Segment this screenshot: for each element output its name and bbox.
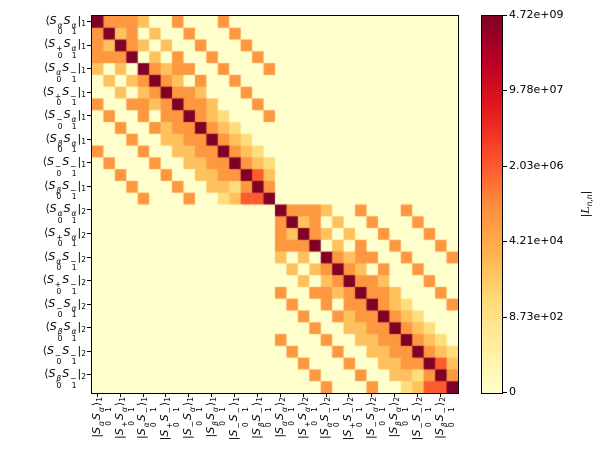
y-tick-mark — [87, 44, 91, 46]
heatmap-canvas — [91, 15, 459, 394]
x-tick-mark — [302, 393, 304, 397]
y-tick-mark — [87, 115, 91, 117]
y-tick-mark — [87, 209, 91, 211]
x-tick-mark — [142, 393, 144, 397]
y-tick-mark — [87, 138, 91, 140]
x-tick-mark — [96, 393, 98, 397]
y-tick-label: ⟨S β 0 S −1 |2 — [44, 367, 86, 390]
x-tick-mark — [234, 393, 235, 397]
x-tick-mark — [325, 393, 327, 397]
y-tick-label: ⟨S +0 S −1 |2 — [42, 273, 86, 296]
y-tick-mark — [87, 68, 91, 69]
colorbar — [481, 15, 503, 394]
x-tick-label: |S α 0 S −1 ⟩2 — [318, 397, 341, 440]
y-tick-label: ⟨S β 0 S −1 |1 — [44, 178, 86, 202]
y-tick-label: ⟨S +0 S −1 |1 — [42, 84, 86, 108]
x-tick-mark — [211, 393, 213, 397]
colorbar-tick-label: 0 — [509, 385, 516, 398]
y-tick-mark — [87, 20, 91, 22]
y-tick-label: ⟨S α 0 S −1 |2 — [43, 249, 86, 273]
y-tick-mark — [87, 91, 91, 93]
y-tick-mark — [87, 374, 91, 376]
colorbar-tick-mark — [503, 90, 507, 92]
colorbar-tick-label: 4.72e+09 — [509, 8, 564, 21]
x-tick-label: |S β 0 S −1 ⟩1 — [249, 397, 273, 439]
y-tick-mark — [87, 350, 91, 352]
x-tick-mark — [256, 393, 258, 397]
colorbar-tick-mark — [503, 316, 507, 318]
y-tick-mark — [87, 233, 91, 234]
y-tick-mark — [87, 162, 91, 164]
y-tick-mark — [87, 303, 91, 305]
x-tick-label: |S β 0 S −1 ⟩2 — [432, 397, 456, 439]
x-tick-mark — [165, 393, 167, 397]
x-tick-label: |S +0 S −1 ⟩2 — [341, 397, 364, 441]
x-tick-label: |S −0 S −1 ⟩2 — [409, 397, 433, 441]
colorbar-tick-label: 4.21e+04 — [509, 234, 564, 248]
x-tick-mark — [348, 393, 350, 397]
x-tick-label: |S +0 S −1 ⟩1 — [158, 397, 181, 441]
x-tick-mark — [188, 393, 190, 397]
x-tick-mark — [394, 393, 396, 397]
x-tick-mark — [371, 393, 373, 397]
x-tick-mark — [439, 393, 441, 397]
colorbar-tick-label: 2.03e+06 — [509, 158, 564, 172]
x-tick-label: |S −0 S −1 ⟩1 — [226, 397, 250, 441]
colorbar-tick-mark — [503, 165, 507, 167]
x-tick-mark — [279, 393, 281, 397]
colorbar-tick-mark — [503, 15, 507, 16]
y-tick-mark — [87, 327, 91, 329]
colorbar-tick-label: 8.73e+02 — [509, 309, 564, 323]
colorbar-tick-label: 9.78e+07 — [509, 83, 564, 97]
y-tick-mark — [87, 280, 91, 282]
x-tick-label: |S α 0 S −1 ⟩1 — [135, 397, 158, 440]
colorbar-tick-mark — [503, 241, 507, 243]
y-tick-label: ⟨S α 0 S −1 |1 — [43, 61, 86, 84]
y-tick-label: ⟨S −0 S −1 |1 — [42, 155, 86, 178]
y-tick-mark — [87, 256, 91, 258]
y-tick-mark — [87, 185, 91, 187]
x-tick-mark — [417, 393, 418, 397]
colorbar-axis-label: |Ln,n| — [579, 190, 595, 218]
x-tick-mark — [119, 393, 121, 397]
y-tick-label: ⟨S −0 S −1 |2 — [42, 343, 86, 367]
colorbar-tick-mark — [503, 392, 507, 393]
